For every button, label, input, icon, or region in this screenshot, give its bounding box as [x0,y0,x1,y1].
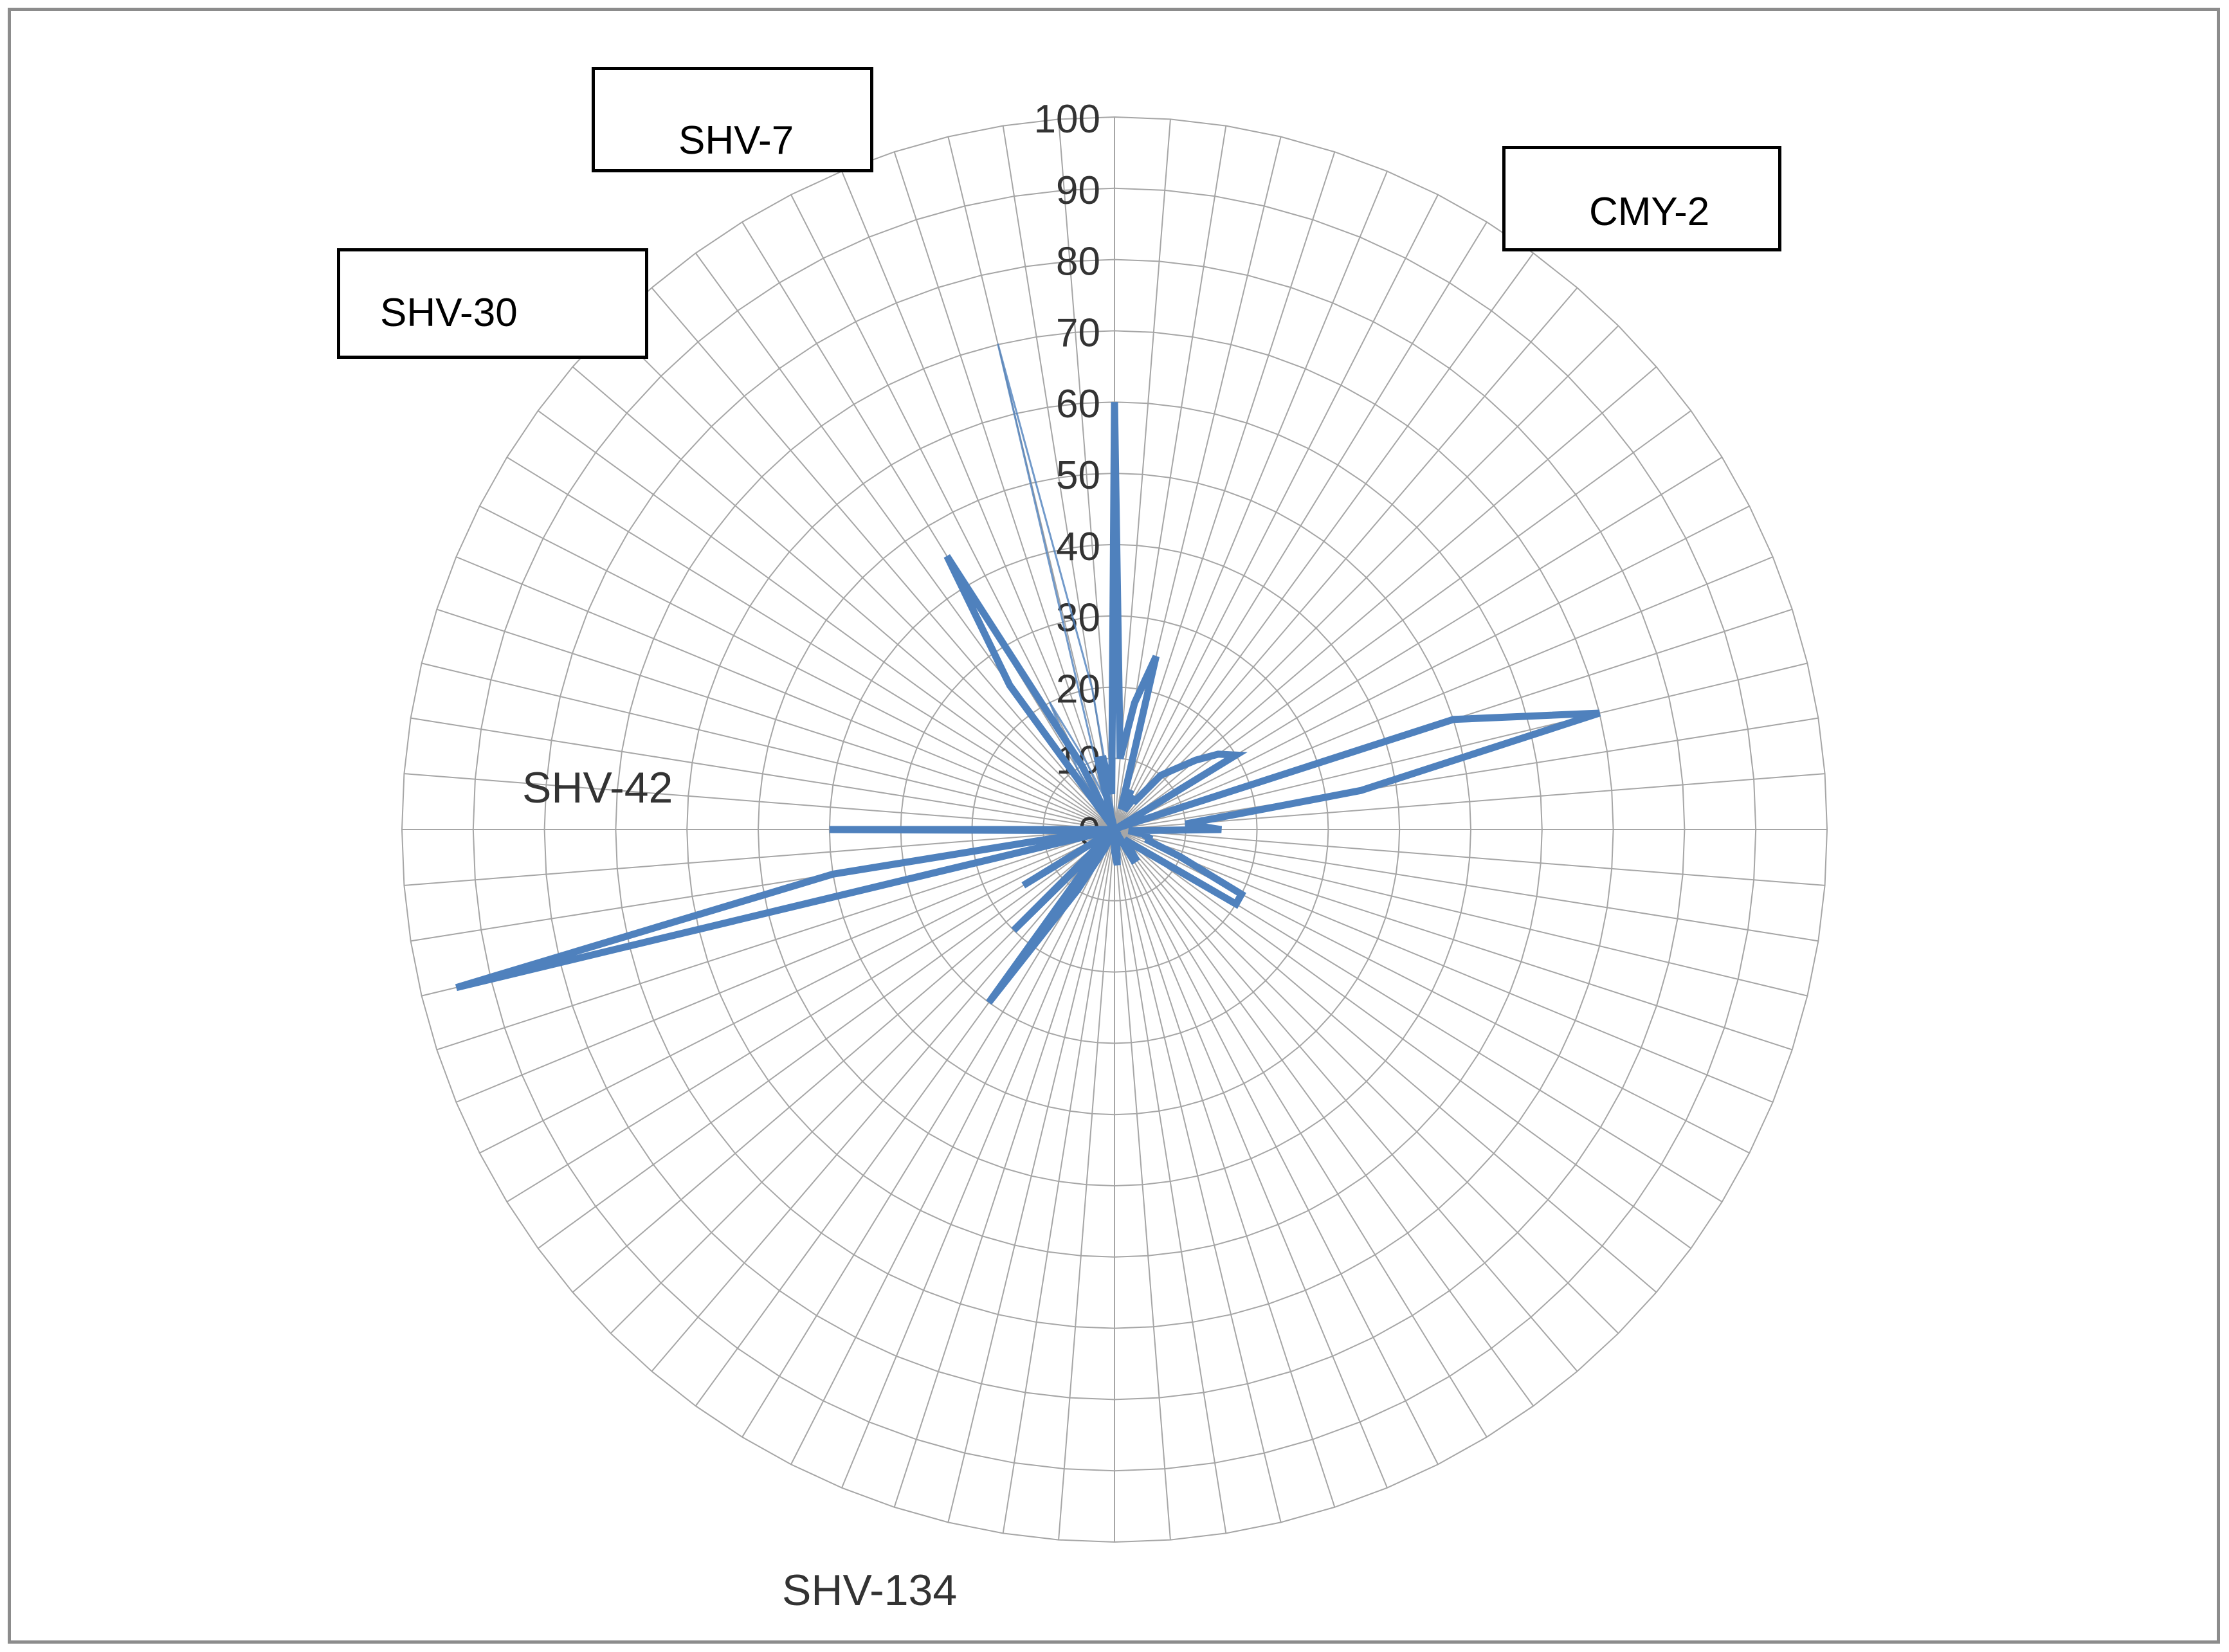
grid-spoke [1114,829,1534,1406]
grid-spoke [1114,170,1388,830]
grid-spoke [1114,119,1171,830]
grid-spoke [506,829,1115,1203]
grid-spoke [404,829,1115,886]
grid-spoke [436,829,1115,1051]
grid-spoke [1114,829,1691,1249]
r-axis-tick-label: 80 [1056,240,1100,284]
grid-spoke [1114,829,1825,886]
grid-spoke [455,829,1115,1103]
grid-spoke [572,829,1115,1293]
callout-shv7-label: SHV-7 [678,118,794,163]
grid-spoke [538,829,1115,1249]
grid-spoke [421,662,1115,830]
callout-cmy2: CMY-2 [1502,146,1781,251]
grid-spoke [1002,829,1115,1534]
callout-shv7: SHV-7 [592,67,873,172]
grid-spoke [1114,829,1336,1508]
grid-spoke [1058,829,1115,1540]
grid-spoke [1114,829,1282,1523]
grid-spoke [1114,829,1388,1489]
grid-spoke [741,829,1115,1438]
grid-spoke [1114,829,1171,1540]
callout-shv30: SHV-30 [337,248,648,359]
grid-spoke [404,773,1115,830]
grid-spoke [1114,221,1488,830]
grid-spoke [651,287,1115,830]
grid-spoke [506,457,1115,830]
grid-spoke [893,151,1115,830]
r-axis-tick-label: 30 [1056,596,1100,640]
grid-spoke [1114,829,1227,1534]
grid-spoke [1114,151,1336,830]
grid-spoke [1114,829,1488,1438]
callout-shv30-label: SHV-30 [380,291,518,335]
r-axis-tick-label: 60 [1056,382,1100,426]
grid-spoke [741,221,1115,830]
grid-spoke [479,505,1115,830]
grid-spoke [1114,287,1578,830]
r-axis-tick-label: 50 [1056,453,1100,498]
grid-spoke [790,829,1115,1465]
annotation-shv134: SHV-134 [782,1566,957,1615]
grid-spoke [1114,829,1439,1465]
grid-spoke [841,170,1115,830]
callout-cmy2-label: CMY-2 [1589,190,1710,234]
grid-spoke [410,717,1115,830]
grid-spoke [479,829,1115,1154]
grid-spoke [893,829,1115,1508]
r-axis-tick-label: 90 [1056,168,1100,213]
grid-spoke [1114,829,1819,942]
grid-spoke [436,608,1115,830]
grid-spoke [1114,829,1808,997]
grid-spoke [1114,717,1819,830]
series-line [455,402,1601,1005]
grid-spoke [1114,505,1750,830]
grid-spoke [1058,119,1115,830]
grid-spoke [1114,829,1793,1051]
grid-spoke [538,410,1115,830]
grid-spoke [610,325,1115,830]
grid-spoke [651,829,1115,1372]
grid-spoke [1114,662,1808,830]
grid-spoke [1114,829,1657,1293]
grid-spoke [1114,366,1657,830]
grid-spoke [841,829,1115,1489]
grid-spoke [1114,829,1774,1103]
grid-spoke [455,556,1115,830]
grid-spoke [1114,773,1825,830]
grid-spoke [790,194,1115,830]
grid-spoke [572,366,1115,830]
grid-spoke [1114,325,1619,830]
grid-spoke [1114,194,1439,830]
series-layer [455,343,1601,1005]
grid-spoke [1114,253,1534,830]
grid-spoke [1114,829,1619,1334]
grid-spoke [947,829,1115,1523]
r-axis-tick-label: 100 [1034,97,1100,141]
annotation-shv42: SHV-42 [522,763,673,812]
grid-spoke [1114,829,1578,1372]
r-axis-tick-label: 70 [1056,311,1100,355]
r-axis-tick-label: 40 [1056,525,1100,569]
grid-spoke [1114,556,1774,830]
